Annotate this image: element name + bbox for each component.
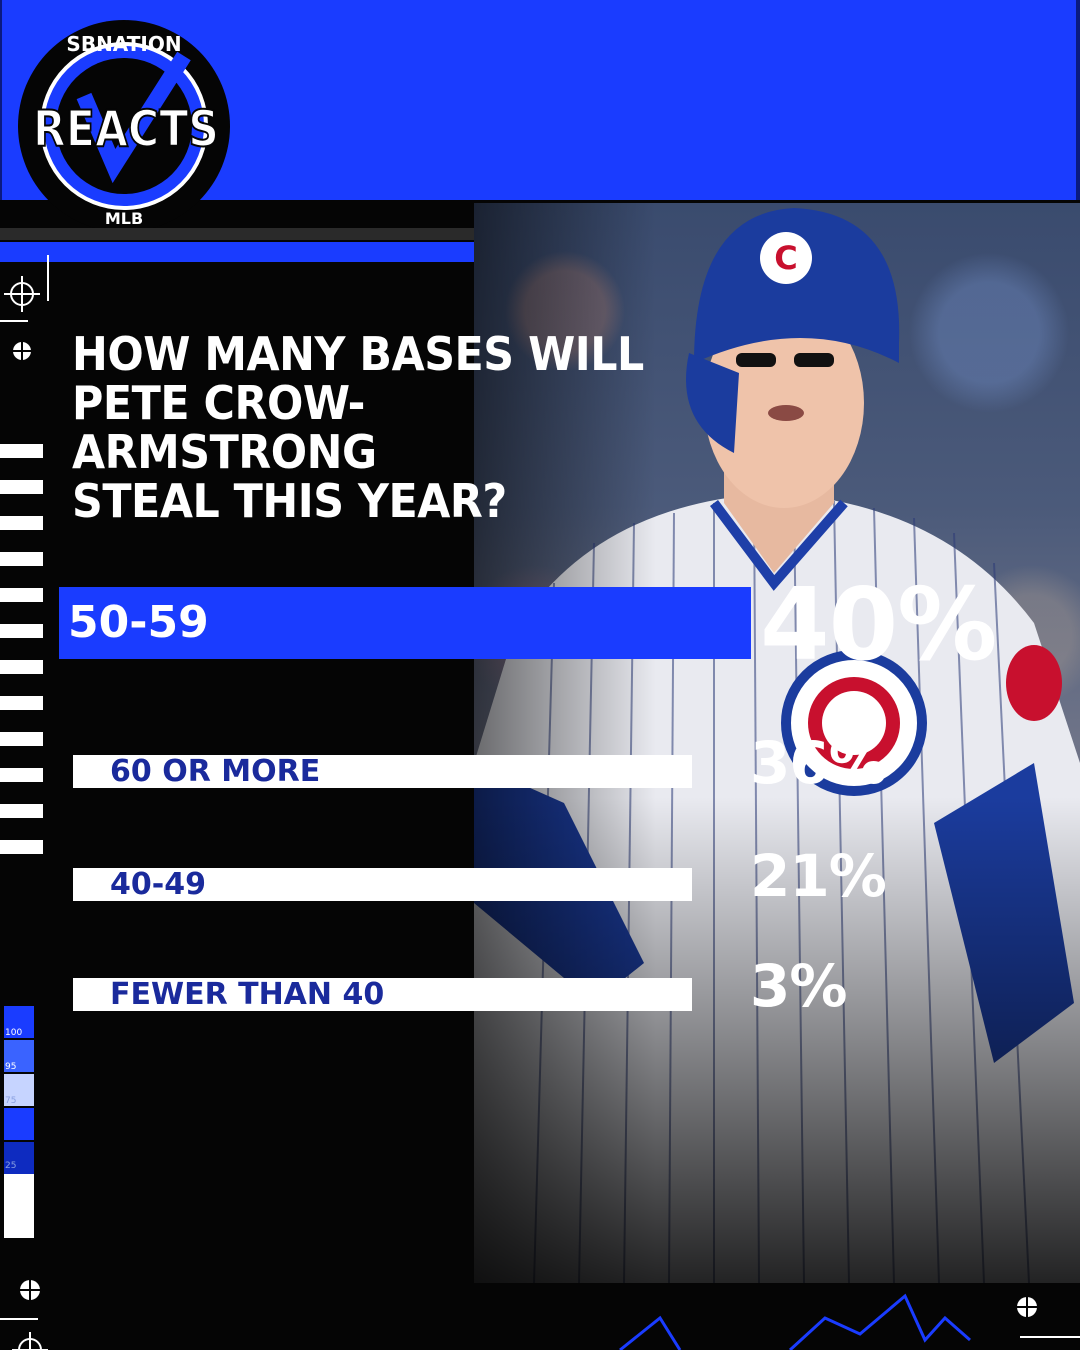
horizontal-tick xyxy=(0,1318,38,1320)
divider-blue xyxy=(0,242,474,262)
bar-value-label: 3% xyxy=(750,952,847,1020)
bar-label: FEWER THAN 40 xyxy=(110,977,385,1012)
bar-value-label: 36% xyxy=(750,729,887,797)
bar-2 xyxy=(73,868,692,901)
bar-0 xyxy=(59,587,751,659)
crosshair-icon xyxy=(4,276,40,312)
player-photo: C xyxy=(474,203,1080,1283)
bar-value-label: 40% xyxy=(760,566,997,683)
bar-label: 50-59 xyxy=(68,597,209,648)
photo-fade-overlay xyxy=(474,203,1080,1283)
divider-gray xyxy=(0,228,474,240)
bar-3 xyxy=(73,978,692,1011)
target-dot-icon xyxy=(20,1280,40,1300)
crosshair-icon xyxy=(12,1332,48,1350)
vertical-tick xyxy=(47,255,49,301)
logo-top-text: SBNATION xyxy=(66,32,181,56)
logo-bottom-text: MLB xyxy=(105,209,143,228)
scale-label: 95 xyxy=(5,1062,17,1072)
horizontal-tick xyxy=(0,320,28,322)
bar-value-label: 21% xyxy=(750,842,887,910)
bar-label: 60 OR MORE xyxy=(110,754,321,789)
zigzag-decoration xyxy=(619,1293,971,1350)
target-dot-icon xyxy=(1017,1297,1037,1317)
logo-main-text: REACTS xyxy=(33,100,219,158)
horizontal-tick xyxy=(1020,1336,1080,1338)
scale-label: 25 xyxy=(5,1161,17,1171)
scale-label: 100 xyxy=(5,1028,23,1038)
bar-label: 40-49 xyxy=(110,867,206,902)
poll-question: HOW MANY BASES WILL PETE CROW-ARMSTRONG … xyxy=(72,327,644,528)
target-dot-icon xyxy=(12,341,32,361)
sbnation-reacts-logo: SBNATION REACTS MLB xyxy=(18,20,230,232)
bar-1 xyxy=(73,755,692,788)
scale-label: 75 xyxy=(5,1096,17,1106)
